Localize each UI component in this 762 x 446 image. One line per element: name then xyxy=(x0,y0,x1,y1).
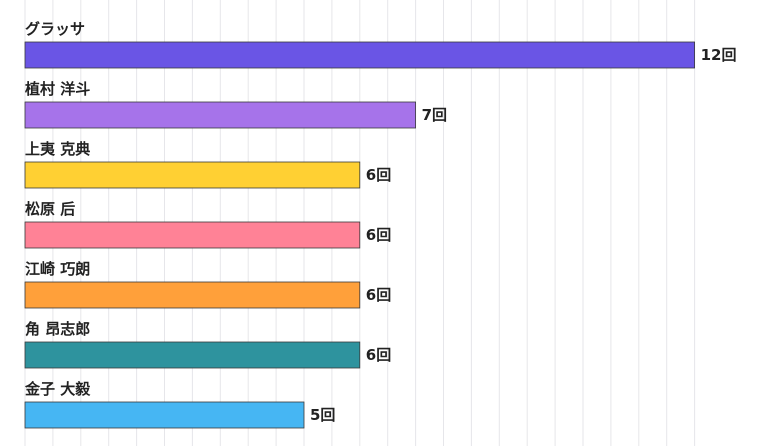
value-label: 5回 xyxy=(310,406,335,424)
category-label: 角 昂志郎 xyxy=(25,320,90,338)
bar xyxy=(24,341,361,369)
category-label: グラッサ xyxy=(25,20,85,38)
value-label: 6回 xyxy=(366,286,391,304)
bar xyxy=(24,101,417,129)
value-label: 6回 xyxy=(366,226,391,244)
value-label: 6回 xyxy=(366,166,391,184)
value-label: 6回 xyxy=(366,346,391,364)
bar xyxy=(24,401,305,429)
bar xyxy=(24,41,695,69)
category-label: 金子 大毅 xyxy=(24,380,91,398)
bar xyxy=(24,281,361,309)
category-label: 植村 洋斗 xyxy=(25,80,90,98)
category-label: 松原 后 xyxy=(25,200,75,218)
category-label: 江崎 巧朗 xyxy=(25,260,90,278)
value-label: 12回 xyxy=(701,46,737,64)
bar xyxy=(24,221,361,249)
value-label: 7回 xyxy=(422,106,447,124)
bar xyxy=(24,161,361,189)
category-label: 上夷 克典 xyxy=(25,140,90,158)
